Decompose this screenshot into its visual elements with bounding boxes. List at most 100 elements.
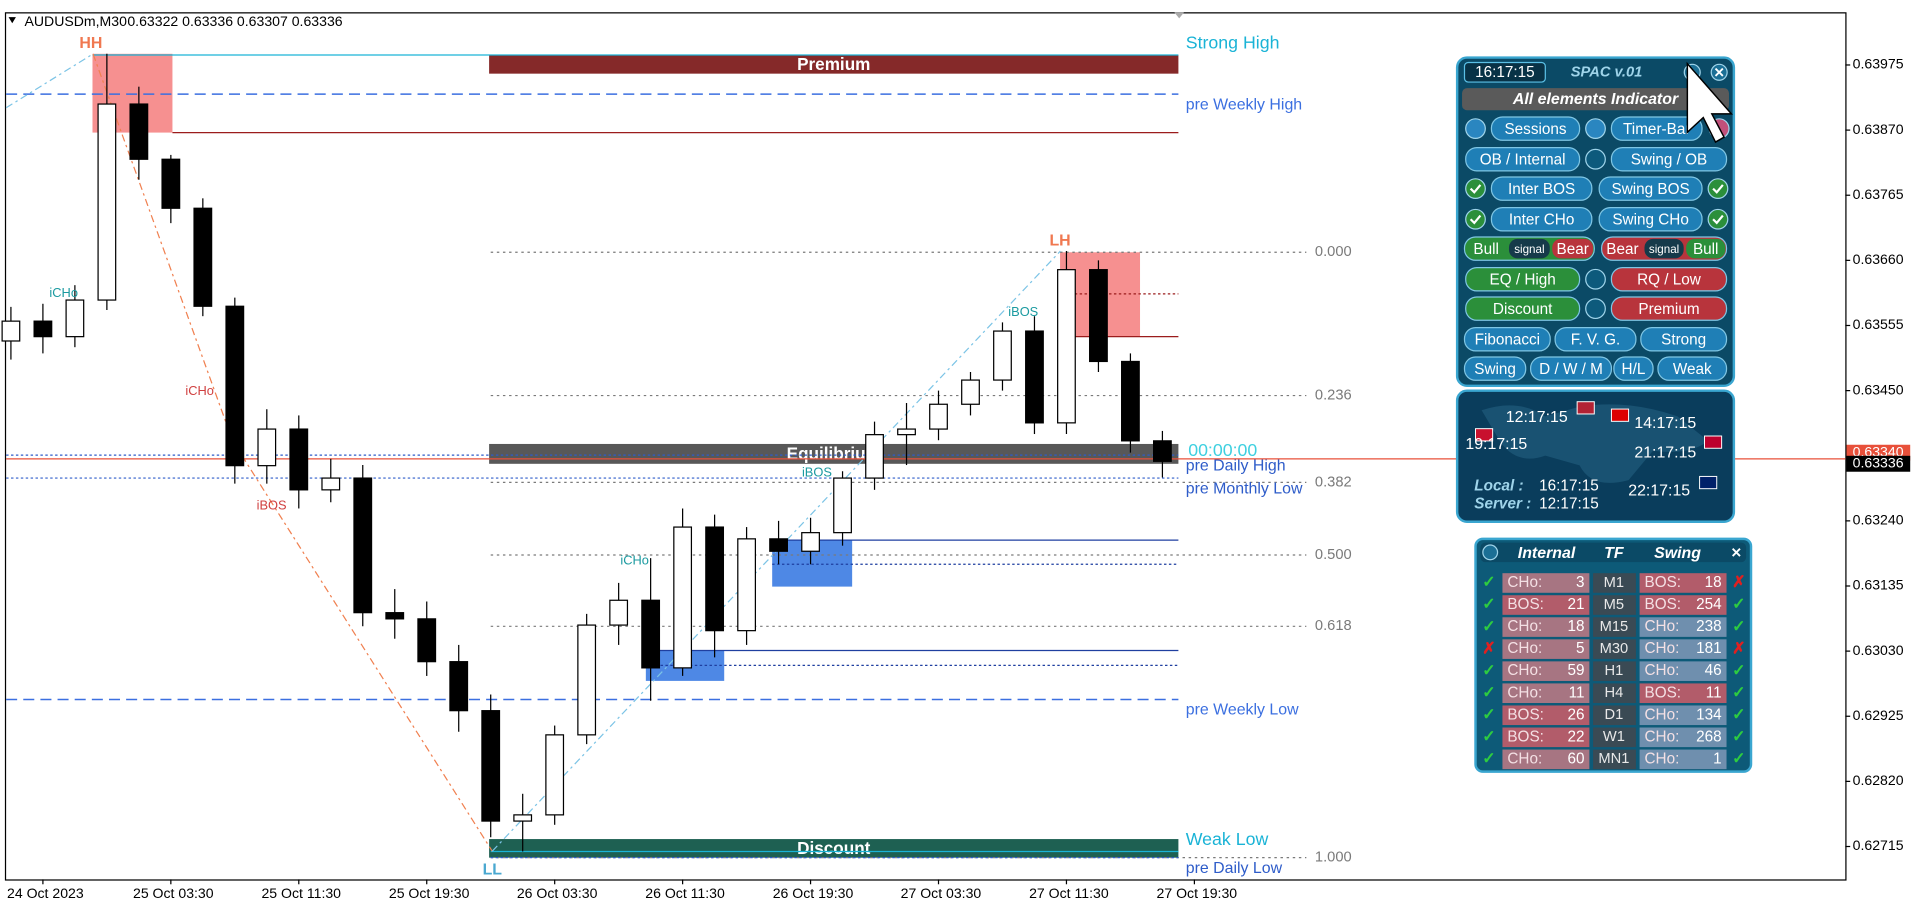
y-tick-label: 0.62715 [1853, 837, 1904, 853]
panel-button[interactable] [1598, 176, 1703, 201]
toggle-icon[interactable] [1465, 208, 1486, 230]
tf-name: H1 [1604, 663, 1623, 679]
toggle-icon[interactable] [1585, 118, 1606, 140]
panel-button[interactable] [1463, 327, 1551, 352]
toggle-icon[interactable] [1707, 208, 1729, 230]
panel-button[interactable] [1610, 116, 1703, 141]
signal-text: signal [1649, 243, 1679, 256]
y-tick-label: 0.63030 [1853, 642, 1904, 658]
flag-icon [1610, 408, 1630, 422]
menu-arrow[interactable] [8, 17, 16, 24]
tf-header-bar [1480, 542, 1747, 563]
toggle-icon[interactable] [1585, 148, 1606, 170]
button-text: OB / Internal [1480, 151, 1566, 168]
status-left: ✗ [1482, 640, 1495, 657]
button-text: EQ / High [1490, 272, 1556, 289]
button-text: F. V. G. [1571, 332, 1621, 349]
toggle-icon[interactable] [1465, 118, 1486, 140]
candle-body [33, 320, 53, 338]
flag-icon [1704, 435, 1723, 449]
x-tick-label: 24 Oct 2023 [7, 885, 84, 901]
candle-body [929, 403, 948, 430]
panel-button[interactable] [1490, 116, 1581, 141]
candle-body [385, 612, 405, 620]
panel-button[interactable] [1598, 206, 1703, 232]
fib-label: 0.500 [1315, 547, 1352, 563]
swing-cell [1639, 639, 1727, 659]
internal-count: 22 [1567, 728, 1584, 745]
panel-button[interactable] [1613, 356, 1654, 381]
tf-header: Swing [1654, 545, 1701, 562]
button-text: D / W / M [1539, 361, 1603, 378]
button-text: Swing [1474, 361, 1516, 378]
tf-info-button[interactable] [1482, 544, 1499, 561]
symbol: AUDUSDm,M30 [24, 13, 127, 29]
signal-part [1686, 238, 1726, 259]
status-left: ✓ [1482, 662, 1495, 679]
tf-header: TF [1604, 545, 1625, 562]
status-left: ✓ [1482, 684, 1495, 701]
status-right: ✗ [1732, 574, 1745, 591]
button-text: H/L [1622, 361, 1646, 378]
panel-button[interactable] [1463, 356, 1527, 381]
internal-count: 11 [1569, 684, 1585, 701]
y-tick-label: 0.63660 [1853, 251, 1904, 267]
panel-button[interactable] [1465, 296, 1581, 321]
tf-name: D1 [1604, 707, 1623, 723]
candles [1, 53, 1172, 852]
candle-body [769, 538, 788, 552]
panel-button[interactable] [1554, 327, 1637, 352]
ohlc: 0.63322 0.63336 0.63307 0.63336 [127, 13, 342, 29]
swing-count: 238 [1696, 618, 1722, 635]
clock-box [1463, 61, 1546, 83]
button-text: RQ / Low [1637, 272, 1702, 289]
panel-button[interactable] [1490, 206, 1593, 232]
panel-button[interactable] [1465, 266, 1581, 292]
panel-button[interactable] [1640, 327, 1728, 352]
button-text: Timer-Bar [1623, 121, 1690, 138]
levels: Strong High pre Weekly High 0.000 0.236 0.38… [6, 33, 1846, 877]
price-tag-label: 0.63336 [1853, 454, 1904, 470]
internal-type: BOS: [1507, 706, 1544, 723]
toggle-icon[interactable] [1465, 178, 1486, 200]
tf-name: M5 [1604, 597, 1624, 613]
button-text: Premium [1638, 301, 1699, 318]
panel-button[interactable] [1610, 266, 1728, 292]
swing-cell [1639, 573, 1727, 593]
panel-button[interactable] [1610, 146, 1728, 172]
tf-name: H4 [1604, 685, 1623, 701]
candle-body [833, 477, 852, 534]
fib-label: 1.000 [1315, 850, 1352, 866]
candle-body [673, 526, 693, 669]
candle-body [97, 103, 117, 301]
x-tick-label: 26 Oct 19:30 [773, 885, 854, 901]
panel-button[interactable] [1530, 356, 1613, 381]
candle-body [481, 710, 501, 822]
panel-button[interactable] [1490, 176, 1593, 201]
y-tick-label: 0.63765 [1853, 186, 1904, 202]
toggle-icon[interactable] [1585, 268, 1606, 290]
swing-count: 254 [1696, 596, 1722, 613]
status-right: ✓ [1732, 751, 1745, 768]
flag-icon [1699, 475, 1718, 490]
status-left: ✓ [1482, 618, 1495, 635]
panel-button[interactable] [1610, 296, 1728, 321]
y-tick-label: 0.63975 [1853, 56, 1904, 72]
candle-body [545, 734, 565, 816]
candle-body [257, 428, 277, 467]
candle-body [1, 320, 21, 342]
internal-count: 18 [1567, 618, 1584, 635]
swing-count: 1 [1713, 750, 1722, 767]
mouse-cursor [1686, 61, 1734, 144]
panel-button[interactable] [1465, 146, 1581, 172]
level-label: pre Weekly High [1186, 96, 1302, 113]
server-time: 12:17:15 [1539, 496, 1599, 513]
signal-part [1602, 238, 1643, 259]
world-map [1481, 404, 1709, 483]
panel-heading: All elements Indicator [1512, 91, 1679, 108]
toggle-icon[interactable] [1585, 298, 1606, 320]
level-label: pre Daily High [1186, 457, 1286, 474]
panel-button[interactable] [1657, 356, 1728, 381]
toggle-icon[interactable] [1707, 178, 1729, 200]
